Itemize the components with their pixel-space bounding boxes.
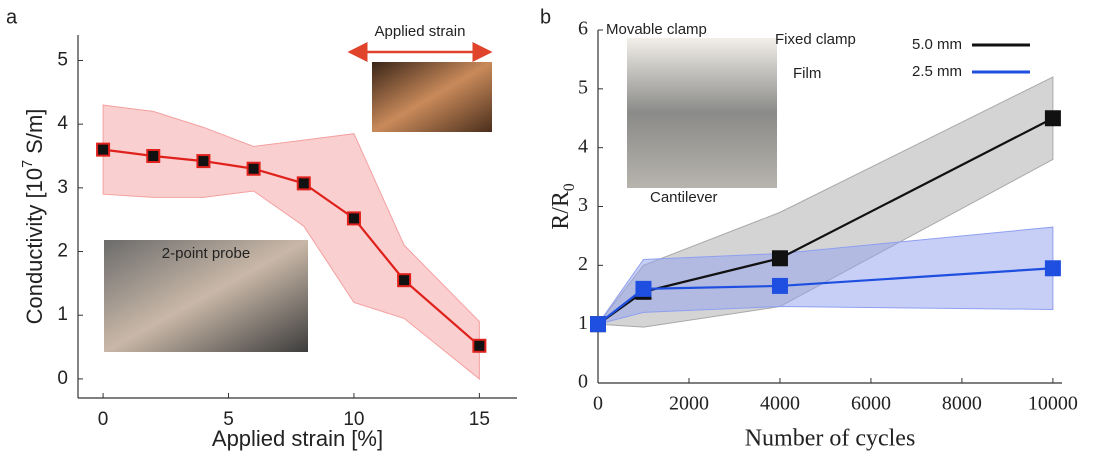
legend-label: 5.0 mm [912, 36, 962, 53]
y-tick-label: 5 [578, 76, 588, 98]
photo-inset [372, 62, 492, 132]
annotation: Applied strain [375, 23, 466, 40]
annotation: Movable clamp [606, 21, 707, 38]
annotation: Film [793, 65, 821, 82]
y-tick-label: 6 [578, 18, 588, 40]
x-tick-label: 8000 [942, 393, 982, 415]
marker [298, 177, 310, 189]
y-axis-label-part: 0 [561, 183, 578, 191]
y-axis-label-part: S/m] [22, 109, 47, 160]
annotation: Fixed clamp [775, 31, 856, 48]
y-tick-label: 4 [57, 113, 68, 134]
annotation: Cantilever [650, 189, 718, 206]
y-tick-label: 2 [57, 241, 68, 262]
x-tick-label: 6000 [851, 393, 891, 415]
y-tick-label: 1 [578, 312, 588, 334]
panel-label: a [6, 6, 18, 28]
y-tick-label: 3 [57, 177, 68, 198]
marker [773, 279, 787, 293]
marker [636, 282, 650, 296]
x-tick-label: 0 [593, 393, 603, 415]
y-tick-label: 4 [578, 135, 588, 157]
marker [248, 163, 260, 175]
photo-inset [627, 38, 777, 188]
x-axis-label: Number of cycles [745, 426, 916, 452]
x-axis-label: Applied strain [%] [212, 426, 383, 451]
y-tick-label: 1 [57, 304, 68, 325]
x-tick-label: 2000 [669, 393, 709, 415]
y-tick-label: 5 [57, 49, 68, 70]
y-tick-label: 2 [578, 253, 588, 275]
annotation: 2-point probe [162, 245, 250, 262]
panel-label: b [540, 6, 551, 28]
y-tick-label: 0 [578, 371, 588, 393]
marker [398, 274, 410, 286]
figure: 012345051015Applied strain [%]Conductivi… [0, 0, 1107, 463]
marker [147, 150, 159, 162]
y-axis-label-part: R/R [548, 191, 574, 230]
x-tick-label: 15 [469, 409, 490, 430]
x-tick-label: 10000 [1028, 393, 1078, 415]
marker [348, 212, 360, 224]
y-axis-label: Conductivity [107 S/m] [20, 109, 47, 325]
marker [197, 155, 209, 167]
y-tick-label: 0 [57, 368, 68, 389]
y-axis-label-part: Conductivity [10 [22, 168, 47, 325]
marker [591, 317, 605, 331]
y-axis-label: R/R0 [548, 183, 579, 230]
y-axis-label-part: 7 [20, 160, 36, 168]
legend-label: 2.5 mm [912, 63, 962, 80]
marker [1046, 111, 1060, 125]
x-tick-label: 0 [98, 409, 109, 430]
marker [473, 340, 485, 352]
marker [773, 251, 787, 265]
y-tick-label: 3 [578, 194, 588, 216]
marker [97, 144, 109, 156]
x-tick-label: 4000 [760, 393, 800, 415]
marker [1046, 261, 1060, 275]
